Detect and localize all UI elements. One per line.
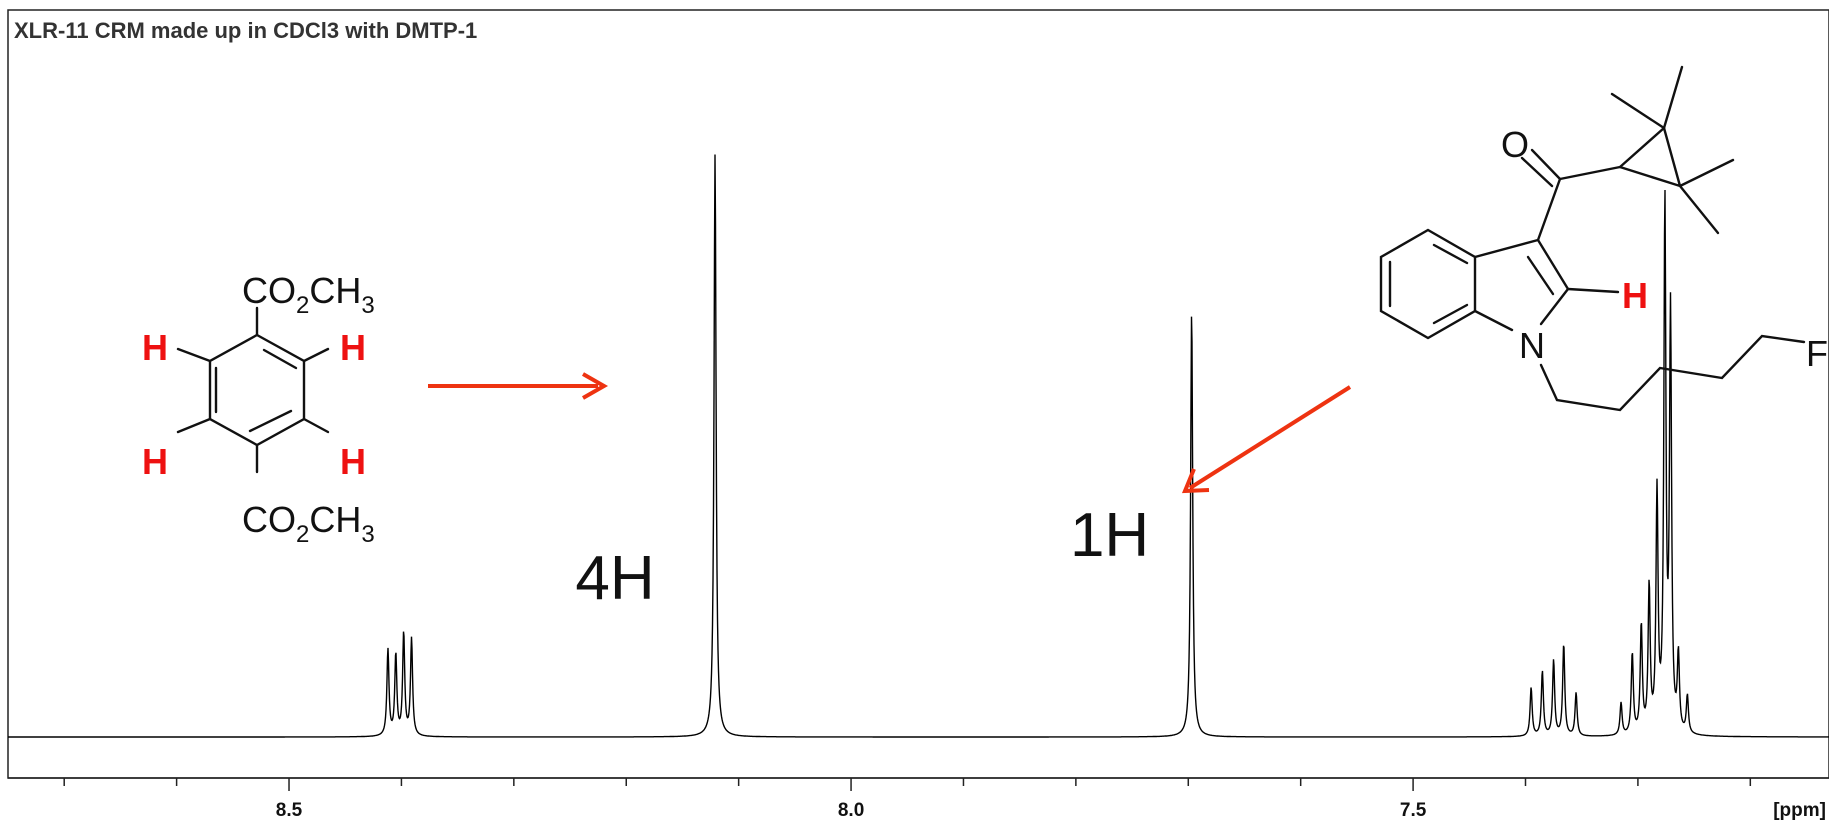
dmtp-h-bottom-right: H <box>340 441 366 482</box>
chart-title: XLR-11 CRM made up in CDCl3 with DMTP-1 <box>14 18 477 43</box>
x-tick-label: 8.0 <box>838 800 864 821</box>
x-axis-unit: [ppm] <box>1773 800 1826 821</box>
spectrum-trace <box>8 154 1829 738</box>
arrow-to-4h-peak <box>428 372 609 400</box>
x-tick-label: 8.5 <box>276 800 303 821</box>
dmtp-structure: CO2CH3 CO2CH3 H H H H <box>142 270 375 548</box>
xlr11-h-c2: H <box>1622 275 1648 316</box>
x-axis-ticks <box>63 778 1752 791</box>
dmtp-h-top-left: H <box>142 327 168 368</box>
dmtp-h-top-right: H <box>340 327 366 368</box>
plot-frame <box>7 9 1829 779</box>
dmtp-bottom-ester: CO2CH3 <box>242 499 375 548</box>
xlr11-fluorine: F <box>1806 333 1828 374</box>
annotation-1h: 1H <box>1070 501 1149 570</box>
xlr11-nitrogen: N <box>1519 325 1545 366</box>
dmtp-h-bottom-left: H <box>142 441 168 482</box>
arrow-to-1h-peak <box>1181 385 1352 494</box>
x-tick-label: 7.5 <box>1400 800 1427 821</box>
xlr11-structure: O N F H <box>1379 65 1828 412</box>
x-axis-tick-labels: 8.5 8.0 7.5 <box>276 800 1427 821</box>
dmtp-top-ester: CO2CH3 <box>242 270 375 319</box>
annotation-4h: 4H <box>575 544 654 613</box>
xlr11-oxygen: O <box>1501 124 1529 165</box>
